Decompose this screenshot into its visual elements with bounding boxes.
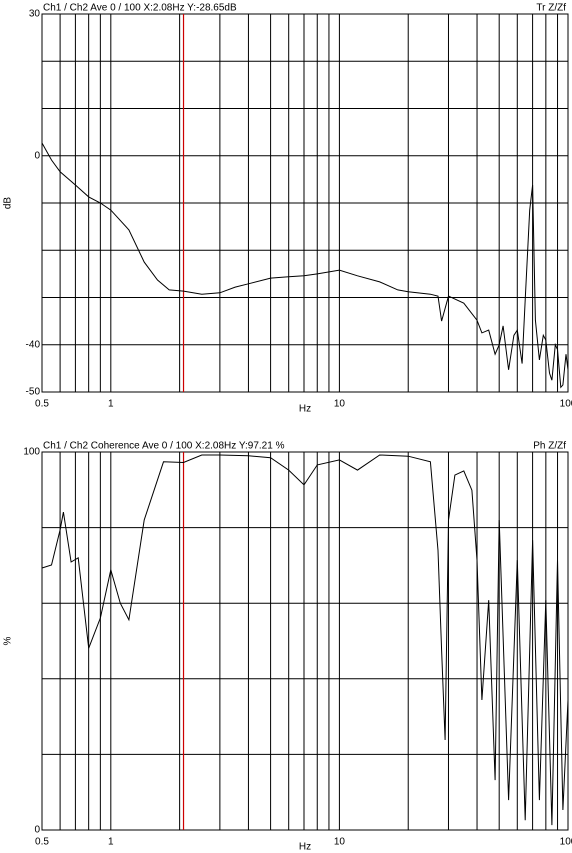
y-tick-label: -50 — [26, 387, 41, 398]
chart-title: Ch1 / Ch2 Coherence Ave 0 / 100 X:2.08Hz… — [43, 441, 285, 452]
x-tick-label: 0.5 — [35, 837, 49, 848]
chart-title-right: Ph Z/Zf — [533, 441, 566, 452]
chart-title: Ch1 / Ch2 Ave 0 / 100 X:2.08Hz Y:-28.65d… — [43, 3, 237, 14]
x-tick-label: 0.5 — [35, 399, 49, 410]
data-line — [41, 454, 569, 826]
x-tick-label: 1 — [108, 399, 114, 410]
y-axis-label: dB — [3, 197, 14, 210]
x-tick-label: 100 — [560, 399, 572, 410]
y-tick-label: 30 — [29, 9, 41, 20]
y-axis-label: % — [3, 636, 14, 645]
x-tick-label: 1 — [108, 837, 114, 848]
x-tick-label: 10 — [334, 399, 346, 410]
x-tick-label: 100 — [560, 837, 572, 848]
y-tick-label: 0 — [34, 825, 40, 836]
plot-frame — [41, 451, 569, 831]
chart-title-right: Tr Z/Zf — [536, 3, 566, 14]
y-tick-label: -40 — [26, 339, 41, 350]
x-axis-label: Hz — [299, 842, 311, 853]
x-axis-label: Hz — [299, 404, 311, 415]
data-line — [41, 142, 569, 389]
y-tick-label: 100 — [23, 447, 40, 458]
x-tick-label: 10 — [334, 837, 346, 848]
y-tick-label: 0 — [34, 150, 40, 161]
